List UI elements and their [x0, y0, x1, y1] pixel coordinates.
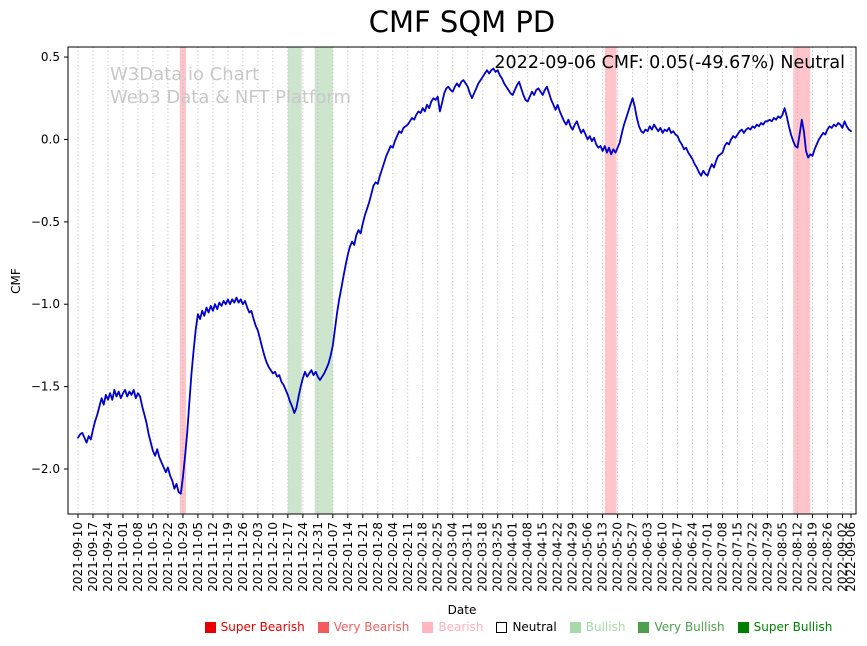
x-tick-label: 2022-02-04 [386, 522, 400, 592]
legend-item-very-bearish: Very Bearish [317, 620, 410, 634]
x-tick-label: 2022-07-15 [731, 522, 745, 592]
legend-item-very-bullish: Very Bullish [638, 620, 725, 634]
x-tick-label: 2022-03-25 [491, 522, 505, 592]
x-tick-label: 2022-07-01 [701, 522, 715, 592]
legend-item-neutral: Neutral [496, 620, 557, 634]
x-tick-label: 2022-09-02 [835, 522, 849, 592]
x-tick-label: 2022-01-07 [326, 522, 340, 592]
x-tick-label: 2021-12-10 [266, 522, 280, 592]
x-tick-label: 2022-04-01 [506, 522, 520, 592]
x-tick-label: 2022-08-26 [820, 522, 834, 592]
latest-value-annotation: 2022-09-06 CMF: 0.05(-49.67%) Neutral [494, 53, 845, 73]
x-tick-label: 2022-01-14 [341, 522, 355, 592]
y-tick-label: 0.0 [41, 132, 60, 146]
x-tick-label: 2021-09-17 [86, 522, 100, 592]
x-tick-label: 2021-12-24 [296, 522, 310, 592]
legend-item-super-bullish: Super Bullish [737, 620, 833, 634]
x-tick-label: 2022-01-28 [371, 522, 385, 592]
x-tick-label: 2022-02-11 [401, 522, 415, 592]
legend-swatch [317, 621, 329, 633]
x-tick-label: 2022-01-21 [356, 522, 370, 592]
x-tick-label: 2022-04-22 [551, 522, 565, 592]
signal-band-bearish [179, 47, 187, 514]
watermark-line1: W3Data.io Chart [110, 64, 260, 85]
signal-band-bullish [287, 47, 302, 514]
x-tick-label: 2021-10-01 [116, 522, 130, 592]
x-tick-label: 2021-10-22 [161, 522, 175, 592]
y-axis-label: CMF [9, 268, 23, 294]
legend-label: Neutral [512, 620, 557, 634]
x-tick-label: 2022-03-11 [461, 522, 475, 592]
legend-item-bearish: Bearish [422, 620, 483, 634]
y-tick-label: 0.5 [41, 50, 60, 64]
legend-swatch [204, 621, 216, 633]
legend-label: Super Bearish [220, 620, 305, 634]
legend-item-super-bearish: Super Bearish [204, 620, 305, 634]
watermark: W3Data.io Chart Web3 Data & NFT Platform [110, 63, 351, 109]
legend-item-bullish: Bullish [569, 620, 626, 634]
x-tick-label: 2022-04-15 [536, 522, 550, 592]
legend-swatch [569, 621, 581, 633]
y-tick-label: −0.5 [31, 215, 60, 229]
legend-label: Bearish [438, 620, 484, 634]
legend-swatch [496, 621, 508, 633]
x-tick-label: 2021-10-15 [146, 522, 160, 592]
x-tick-label: 2022-07-22 [746, 522, 760, 592]
x-tick-label: 2022-08-19 [805, 522, 819, 592]
x-tick-label: 2022-05-06 [581, 522, 595, 592]
legend-label: Very Bullish [654, 620, 725, 634]
x-tick-label: 2022-05-27 [626, 522, 640, 592]
legend: Super Bearish Very Bearish Bearish Neutral B… [170, 620, 867, 634]
x-tick-label: 2021-11-26 [236, 522, 250, 592]
watermark-line2: Web3 Data & NFT Platform [110, 87, 352, 108]
legend-label: Very Bearish [333, 620, 410, 634]
x-tick-label: 2022-03-04 [446, 522, 460, 592]
x-tick-label: 2022-04-29 [566, 522, 580, 592]
y-tick-label: −2.0 [31, 462, 60, 476]
x-tick-label: 2022-06-10 [656, 522, 670, 592]
axis-spines [67, 46, 857, 515]
legend-label: Bullish [585, 620, 626, 634]
x-tick-label: 2022-07-08 [716, 522, 730, 592]
x-tick-label: 2022-06-03 [641, 522, 655, 592]
legend-swatch [638, 621, 650, 633]
x-tick-label: 2022-08-05 [775, 522, 789, 592]
x-tick-label: 2022-06-24 [686, 522, 700, 592]
signal-band-bullish [314, 47, 333, 514]
legend-swatch [422, 621, 434, 633]
x-tick-label: 2022-07-29 [760, 522, 774, 592]
x-tick-label: 2021-11-12 [206, 522, 220, 592]
x-axis-label: Date [447, 603, 477, 617]
x-tick-label: 2021-10-08 [131, 522, 145, 592]
x-tick-label: 2021-09-10 [71, 522, 85, 592]
x-tick-label: 2022-02-25 [431, 522, 445, 592]
legend-swatch [737, 621, 749, 633]
x-tick-label: 2022-06-17 [671, 522, 685, 592]
x-tick-label: 2022-03-18 [476, 522, 490, 592]
x-tick-label: 2021-10-29 [176, 522, 190, 592]
x-tick-label: 2021-12-03 [251, 522, 265, 592]
x-tick-label: 2022-05-20 [611, 522, 625, 592]
chart-title: CMF SQM PD [368, 5, 556, 39]
x-tick-label: 2021-12-31 [311, 522, 325, 592]
signal-band-bearish [604, 47, 617, 514]
y-tick-label: −1.0 [31, 297, 60, 311]
x-tick-label: 2022-05-13 [596, 522, 610, 592]
x-tick-label: 2021-12-17 [281, 522, 295, 592]
x-tick-label: 2022-09-06 [844, 522, 858, 592]
x-tick-label: 2022-02-18 [416, 522, 430, 592]
x-tick-label: 2021-09-24 [101, 522, 115, 592]
x-tick-label: 2021-11-19 [221, 522, 235, 592]
y-tick-label: −1.5 [31, 380, 60, 394]
x-tick-label: 2021-11-05 [191, 522, 205, 592]
legend-label: Super Bullish [753, 620, 833, 634]
x-tick-label: 2022-08-12 [790, 522, 804, 592]
x-tick-label: 2022-04-08 [521, 522, 535, 592]
cmf-line [77, 67, 852, 495]
signal-band-bearish [793, 47, 811, 514]
